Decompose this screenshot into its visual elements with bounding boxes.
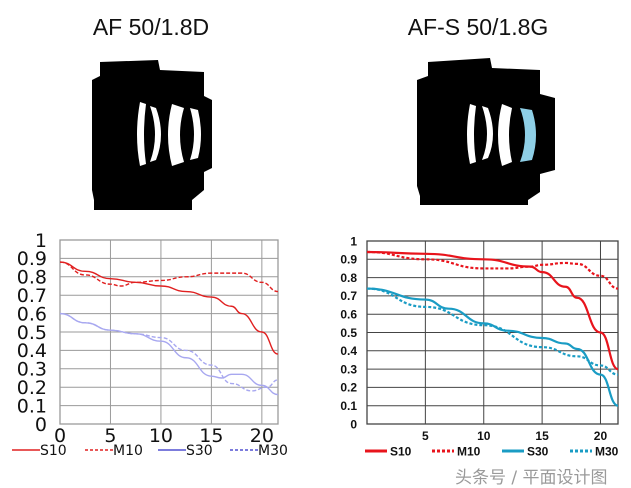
series-m30-line [366, 287, 619, 376]
chart-left: 00.10.20.30.40.50.60.70.80.910 5 10 15 20S10… [12, 230, 288, 459]
watermark: 头条号 / 平面设计图 [455, 468, 608, 488]
series-m10-line [366, 250, 619, 290]
legend-label-m10: M10 [113, 443, 143, 459]
legend-label-m30: M30 [258, 443, 288, 459]
legend-label-m30: M30 [595, 444, 619, 458]
y-tick-label: 0.2 [340, 381, 357, 395]
legend-label-s30: S30 [186, 443, 213, 459]
x-tick-label: 10 [149, 425, 173, 447]
chart-title-left: AF 50/1.8D [92, 14, 210, 40]
x-tick-label: 15 [535, 429, 549, 443]
legend-label-s10: S10 [40, 443, 67, 459]
series-m30-line [59, 312, 279, 392]
y-tick-label: 0.4 [17, 340, 47, 362]
y-tick-label: 0.3 [340, 362, 357, 376]
x-tick-label: 15 [199, 425, 223, 447]
y-tick-label: 0.6 [17, 303, 47, 325]
y-tick-label: 0.3 [17, 359, 47, 381]
y-tick-label: 0 [350, 417, 357, 431]
y-tick-label: 1 [350, 234, 357, 248]
y-tick-label: 1 [35, 230, 47, 252]
y-tick-label: 0.7 [17, 285, 47, 307]
x-tick-label: 20 [250, 425, 274, 447]
chart-title-right: AF-S 50/1.8G [407, 14, 549, 40]
series-s10-line [366, 250, 619, 371]
y-tick-label: 0.2 [17, 377, 47, 399]
lens-diagram-left [92, 60, 212, 210]
y-tick-label: 0.6 [340, 308, 357, 322]
lens-diagram-right [417, 58, 555, 205]
x-tick-label: 0 [54, 425, 66, 447]
y-tick-label: 0.5 [17, 322, 47, 344]
y-tick-label: 0.9 [17, 248, 47, 270]
series-s10-line [59, 261, 279, 355]
legend-label-s30: S30 [527, 444, 549, 458]
y-tick-label: 0.5 [340, 326, 357, 340]
legend-label-m10: M10 [457, 444, 481, 458]
y-tick-label: 0 [35, 414, 47, 436]
y-tick-label: 0.4 [340, 344, 357, 358]
x-tick-label: 5 [422, 429, 429, 443]
x-tick-label: 10 [477, 429, 491, 443]
y-tick-label: 0.7 [340, 289, 357, 303]
y-tick-label: 0.8 [340, 271, 357, 285]
y-tick-label: 0.1 [17, 395, 47, 417]
y-tick-label: 0.9 [340, 253, 357, 267]
x-tick-label: 20 [594, 429, 608, 443]
y-tick-label: 0.8 [17, 267, 47, 289]
legend-label-s10: S10 [390, 444, 412, 458]
y-tick-label: 0.1 [340, 399, 357, 413]
x-tick-label: 5 [104, 425, 116, 447]
